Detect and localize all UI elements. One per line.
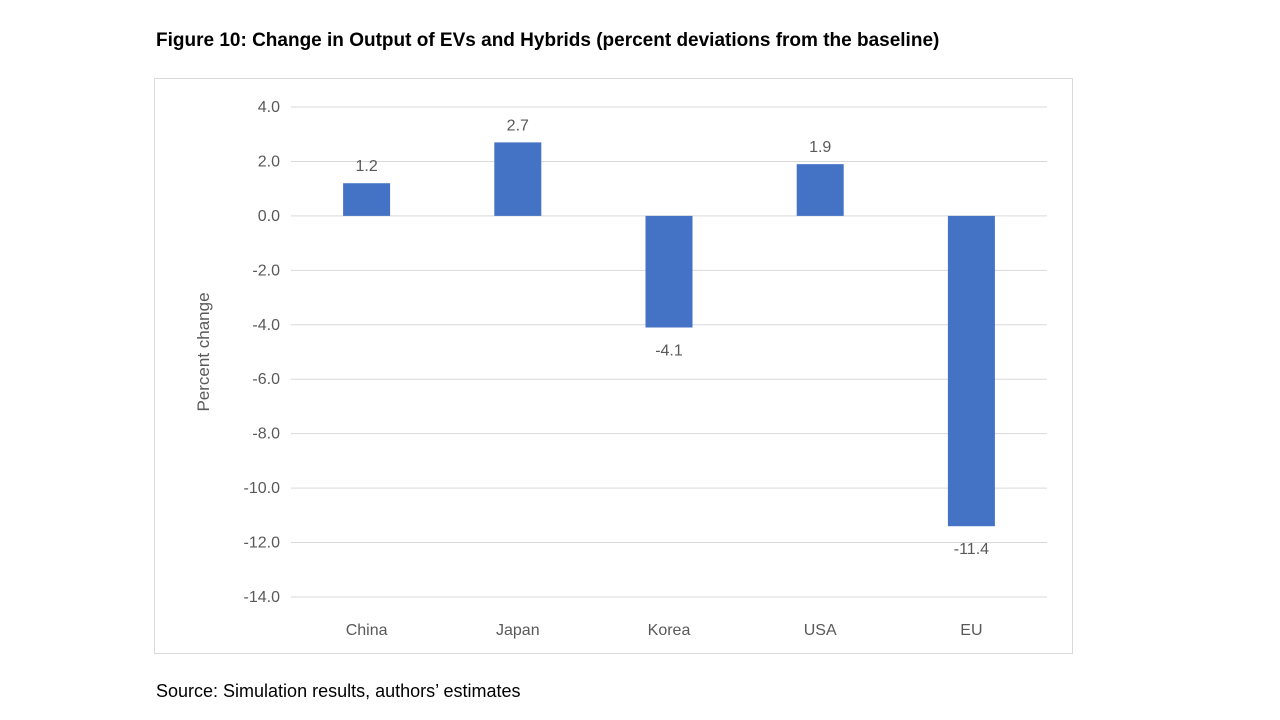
y-tick-label: -2.0 [252, 262, 280, 279]
x-category-label: China [346, 622, 388, 639]
bar [947, 215, 995, 527]
data-label: 1.9 [809, 139, 831, 156]
data-label: 1.2 [355, 158, 377, 175]
y-tick-label: -4.0 [252, 317, 280, 334]
y-tick-label: 2.0 [258, 153, 280, 170]
figure-title: Figure 10: Change in Output of EVs and H… [156, 30, 940, 51]
x-category-label: EU [960, 622, 982, 639]
y-tick-label: -10.0 [244, 480, 281, 497]
y-axis-title: Percent change [194, 292, 213, 411]
x-category-label: USA [804, 622, 837, 639]
y-tick-label: -14.0 [244, 589, 281, 606]
y-tick-label: 4.0 [258, 99, 280, 116]
x-axis-categories: China Japan Korea USA EU [346, 622, 983, 639]
y-axis-ticks: 4.0 2.0 0.0 -2.0 -4.0 -6.0 -8.0 -10.0 -12.0 -14.0 [244, 99, 281, 606]
y-tick-label: 0.0 [258, 208, 280, 225]
x-category-label: Japan [496, 622, 540, 639]
chart-area: 4.0 2.0 0.0 -2.0 -4.0 -6.0 -8.0 -10.0 -12.0 -14.0… [154, 78, 1073, 654]
y-tick-label: -8.0 [252, 426, 280, 443]
y-tick-label: -12.0 [244, 535, 281, 552]
bar [645, 215, 693, 328]
bar [343, 183, 391, 216]
y-tick-label: -6.0 [252, 371, 280, 388]
data-label: 2.7 [507, 117, 529, 134]
bar [494, 142, 542, 216]
data-labels: 1.2 2.7 -4.1 1.9 -11.4 [355, 117, 989, 558]
data-label: -11.4 [954, 541, 989, 558]
source-note: Source: Simulation results, authors’ est… [156, 681, 521, 701]
bar-chart: 4.0 2.0 0.0 -2.0 -4.0 -6.0 -8.0 -10.0 -12.0 -14.0… [194, 99, 1047, 639]
bars [343, 142, 995, 527]
x-category-label: Korea [648, 622, 691, 639]
bar [796, 164, 844, 216]
data-label: -4.1 [655, 343, 683, 360]
